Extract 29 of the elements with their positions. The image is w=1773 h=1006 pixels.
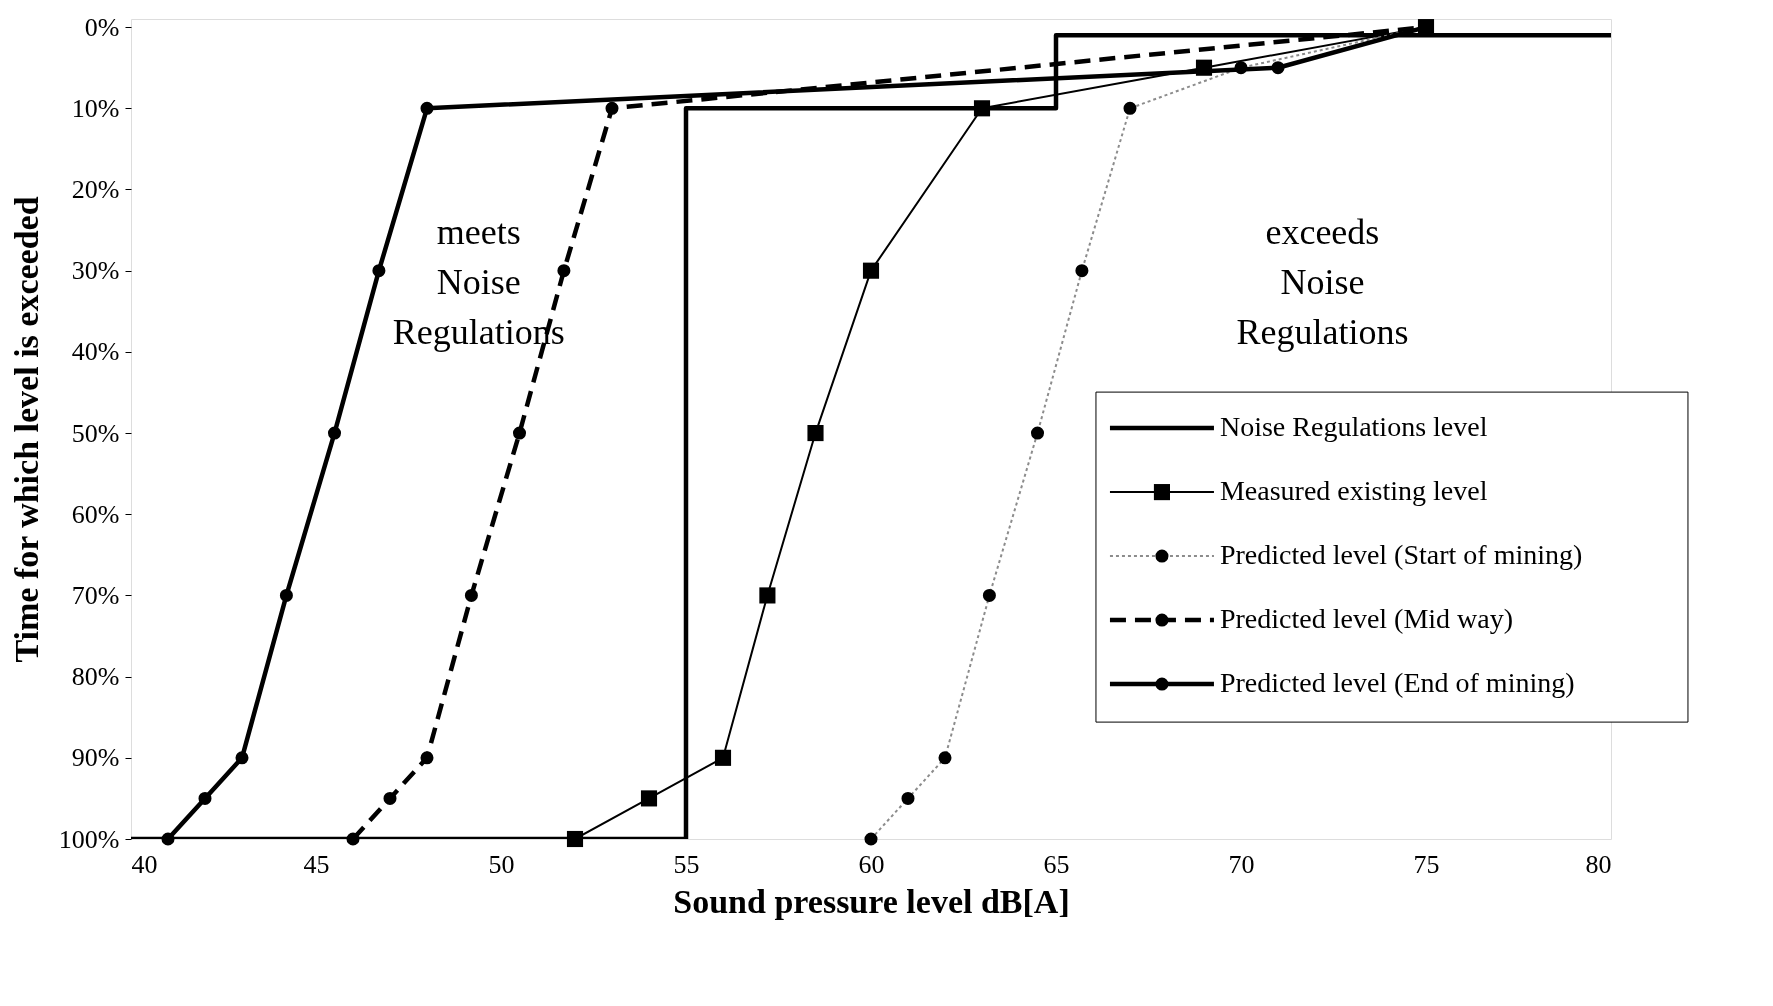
y-tick-label: 70% [71, 580, 120, 610]
y-tick-label: 10% [71, 93, 120, 123]
y-tick-label: 20% [71, 175, 120, 204]
x-tick-label: 60 [858, 849, 885, 879]
x-tick-label: 40 [131, 849, 158, 879]
legend-label: Noise Regulations level [1219, 411, 1488, 443]
legend-label: Measured existing level [1219, 475, 1488, 507]
x-tick-label: 55 [673, 849, 700, 879]
x-tick-label: 75 [1413, 849, 1440, 879]
y-tick-label: 100% [58, 824, 120, 854]
x-axis-title: Sound pressure level dB[A] [673, 882, 1070, 920]
annotation: exceeds Noise Regulations [1236, 211, 1409, 352]
legend-label: Predicted level (Mid way) [1219, 603, 1514, 635]
y-axis-title: Time for which level is exceeded [7, 196, 45, 663]
y-tick-label: 60% [71, 499, 120, 529]
y-tick-label: 90% [71, 743, 120, 773]
legend-label: Predicted level (End of mining) [1219, 667, 1575, 699]
x-tick-label: 50 [488, 849, 515, 879]
x-tick-label: 70 [1228, 849, 1255, 879]
y-tick-label: 50% [71, 418, 120, 448]
y-tick-label: 40% [71, 337, 120, 367]
y-tick-label: 0% [84, 12, 120, 42]
legend-label: Predicted level (Start of mining) [1219, 539, 1583, 571]
y-tick-label: 80% [71, 662, 120, 692]
x-tick-label: 80 [1585, 849, 1612, 879]
x-tick-label: 65 [1043, 849, 1070, 879]
annotation: meets Noise Regulations [392, 211, 565, 352]
y-tick-label: 30% [71, 256, 120, 286]
x-tick-label: 45 [303, 849, 330, 879]
